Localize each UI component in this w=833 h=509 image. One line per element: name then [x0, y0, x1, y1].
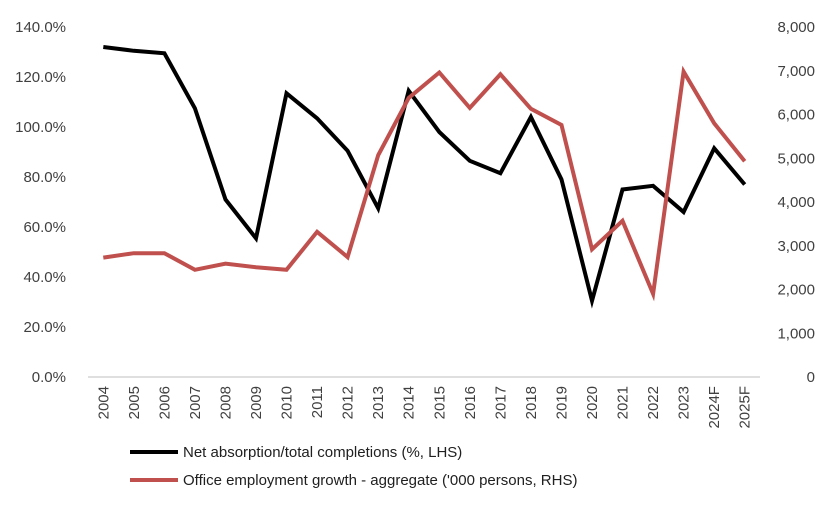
x-tick-label: 2022	[645, 386, 662, 419]
y-left-tick-label: 40.0%	[23, 269, 66, 286]
y-right-tick-label: 0	[807, 369, 815, 386]
y-left-tick-label: 0.0%	[32, 369, 66, 386]
series-line-1	[103, 45, 747, 309]
y-left-tick-label: 100.0%	[15, 119, 66, 136]
x-tick-label: 2010	[279, 386, 296, 419]
x-tick-label: 2021	[615, 386, 632, 419]
x-tick-label: 2009	[248, 386, 265, 419]
x-tick-label: 2011	[309, 386, 326, 418]
x-tick-label: 2023	[676, 386, 693, 419]
x-tick-label: 2014	[401, 386, 418, 419]
x-tick-label: 2017	[492, 386, 509, 419]
legend-label: Net absorption/total completions (%, LHS…	[183, 444, 462, 461]
series-line-2	[103, 65, 747, 302]
y-right-tick-label: 1,000	[777, 325, 815, 342]
y-left-tick-label: 120.0%	[15, 69, 66, 86]
x-tick-label: 2013	[370, 386, 387, 419]
y-right-tick-label: 6,000	[777, 107, 815, 124]
x-tick-label: 2004	[95, 386, 112, 419]
x-tick-label: 2008	[217, 386, 234, 419]
y-right-tick-label: 3,000	[777, 238, 815, 255]
x-tick-label: 2015	[431, 386, 448, 419]
y-left-tick-label: 140.0%	[15, 19, 66, 36]
legend-label: Office employment growth - aggregate ('0…	[183, 472, 577, 489]
x-tick-label: 2006	[156, 386, 173, 419]
y-right-tick-label: 7,000	[777, 63, 815, 80]
x-tick-label: 2005	[126, 386, 143, 419]
x-tick-label: 2019	[553, 386, 570, 419]
x-tick-label: 2007	[187, 386, 204, 419]
x-tick-label: 2020	[584, 386, 601, 419]
y-right-tick-label: 8,000	[777, 19, 815, 36]
y-right-tick-label: 2,000	[777, 282, 815, 299]
y-right-tick-label: 5,000	[777, 150, 815, 167]
x-tick-label: 2016	[462, 386, 479, 419]
y-left-tick-label: 20.0%	[23, 319, 66, 336]
y-left-tick-label: 60.0%	[23, 219, 66, 236]
x-tick-label: 2012	[340, 386, 357, 419]
x-tick-label: 2025F	[737, 386, 754, 429]
y-right-tick-label: 4,000	[777, 194, 815, 211]
y-left-tick-label: 80.0%	[23, 169, 66, 186]
x-tick-label: 2024F	[706, 386, 723, 429]
x-tick-label: 2018	[523, 386, 540, 419]
